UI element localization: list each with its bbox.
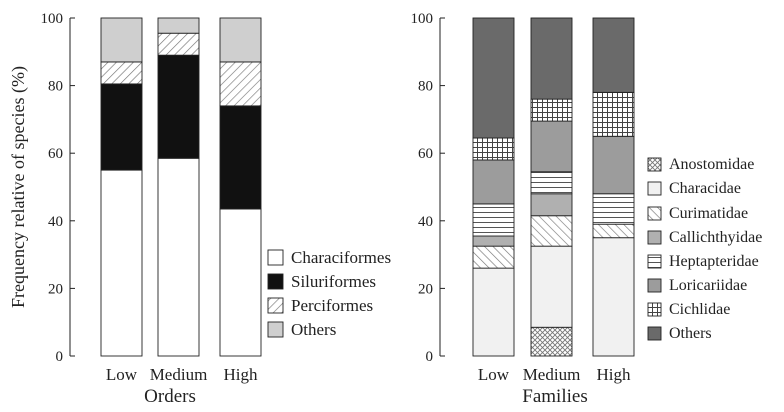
x-tick-label: High: [224, 365, 259, 384]
bar-segment: [100, 83, 143, 171]
legend-label: Siluriformes: [291, 272, 376, 291]
y-tick-label: 60: [418, 146, 433, 162]
bar-segment: [157, 157, 200, 357]
y-tick-label: 0: [426, 349, 434, 365]
bar-segment: [100, 17, 143, 63]
bar-segment: [530, 120, 573, 173]
bar-segment: [100, 169, 143, 357]
bar-segment: [592, 237, 635, 357]
bar-segment: [592, 193, 635, 225]
bar-segment: [592, 135, 635, 195]
bar-segment: [219, 208, 262, 357]
bar-segment: [530, 17, 573, 100]
bar-segment: [157, 32, 200, 56]
bar-segment: [530, 171, 573, 195]
legend-swatch: [647, 230, 662, 245]
legend-swatch: [267, 273, 284, 290]
legend-label: Curimatidae: [669, 205, 748, 222]
legend-swatch: [647, 278, 662, 293]
legend-label: Characiformes: [291, 248, 391, 267]
legend-swatch: [267, 249, 284, 266]
y-tick-label: 20: [418, 281, 433, 297]
bar-segment: [157, 54, 200, 159]
bar-segment: [219, 17, 262, 63]
legend-swatch: [267, 297, 284, 314]
y-tick-label: 0: [56, 349, 64, 365]
x-tick-label: Medium: [150, 365, 208, 384]
legend-label: Characidae: [669, 180, 741, 197]
legend-swatch: [647, 254, 662, 269]
legend-swatch: [647, 326, 662, 341]
bar-segment: [530, 98, 573, 122]
x-tick-label: High: [597, 365, 632, 384]
legend-label: Callichthyidae: [669, 229, 762, 246]
legend-swatch: [647, 206, 662, 221]
y-tick-label: 20: [48, 281, 63, 297]
y-tick-label: 40: [418, 214, 433, 230]
bar-segment: [472, 159, 515, 205]
bar-segment: [592, 17, 635, 93]
legend-label: Anostomidae: [669, 156, 754, 173]
bar-segment: [472, 267, 515, 357]
legend-label: Others: [291, 320, 336, 339]
x-axis-label: Orders: [144, 386, 196, 407]
legend-label: Perciformes: [291, 296, 373, 315]
y-tick-label: 80: [418, 79, 433, 95]
y-tick-label: 60: [48, 146, 63, 162]
bar-segment: [157, 17, 200, 34]
y-tick-label: 80: [48, 79, 63, 95]
y-tick-label: 40: [48, 214, 63, 230]
x-tick-label: Low: [478, 365, 510, 384]
bar-segment: [219, 105, 262, 210]
legend-label: Heptapteridae: [669, 253, 759, 270]
legend-label: Loricariidae: [669, 277, 747, 294]
legend-swatch: [647, 302, 662, 317]
x-tick-label: Medium: [523, 365, 581, 384]
bar-segment: [592, 223, 635, 239]
bar-segment: [472, 137, 515, 161]
bar-segment: [530, 245, 573, 328]
bar-segment: [472, 17, 515, 139]
y-tick-label: 100: [411, 11, 434, 27]
y-axis-label: Frequency relative of species (%): [8, 66, 29, 308]
legend-swatch: [647, 181, 662, 196]
legend-label: Others: [669, 325, 712, 342]
bar-segment: [530, 193, 573, 217]
bar-segment: [472, 235, 515, 247]
bar-segment: [530, 326, 573, 357]
bar-segment: [219, 61, 262, 107]
bar-segment: [530, 215, 573, 247]
bar-segment: [472, 245, 515, 269]
x-axis-label: Families: [522, 386, 587, 407]
y-tick-label: 100: [41, 11, 64, 27]
legend-swatch: [647, 157, 662, 172]
x-tick-label: Low: [106, 365, 138, 384]
bar-segment: [100, 61, 143, 85]
legend-label: Cichlidae: [669, 301, 730, 318]
bar-segment: [472, 203, 515, 237]
legend-swatch: [267, 321, 284, 338]
bar-segment: [592, 91, 635, 137]
